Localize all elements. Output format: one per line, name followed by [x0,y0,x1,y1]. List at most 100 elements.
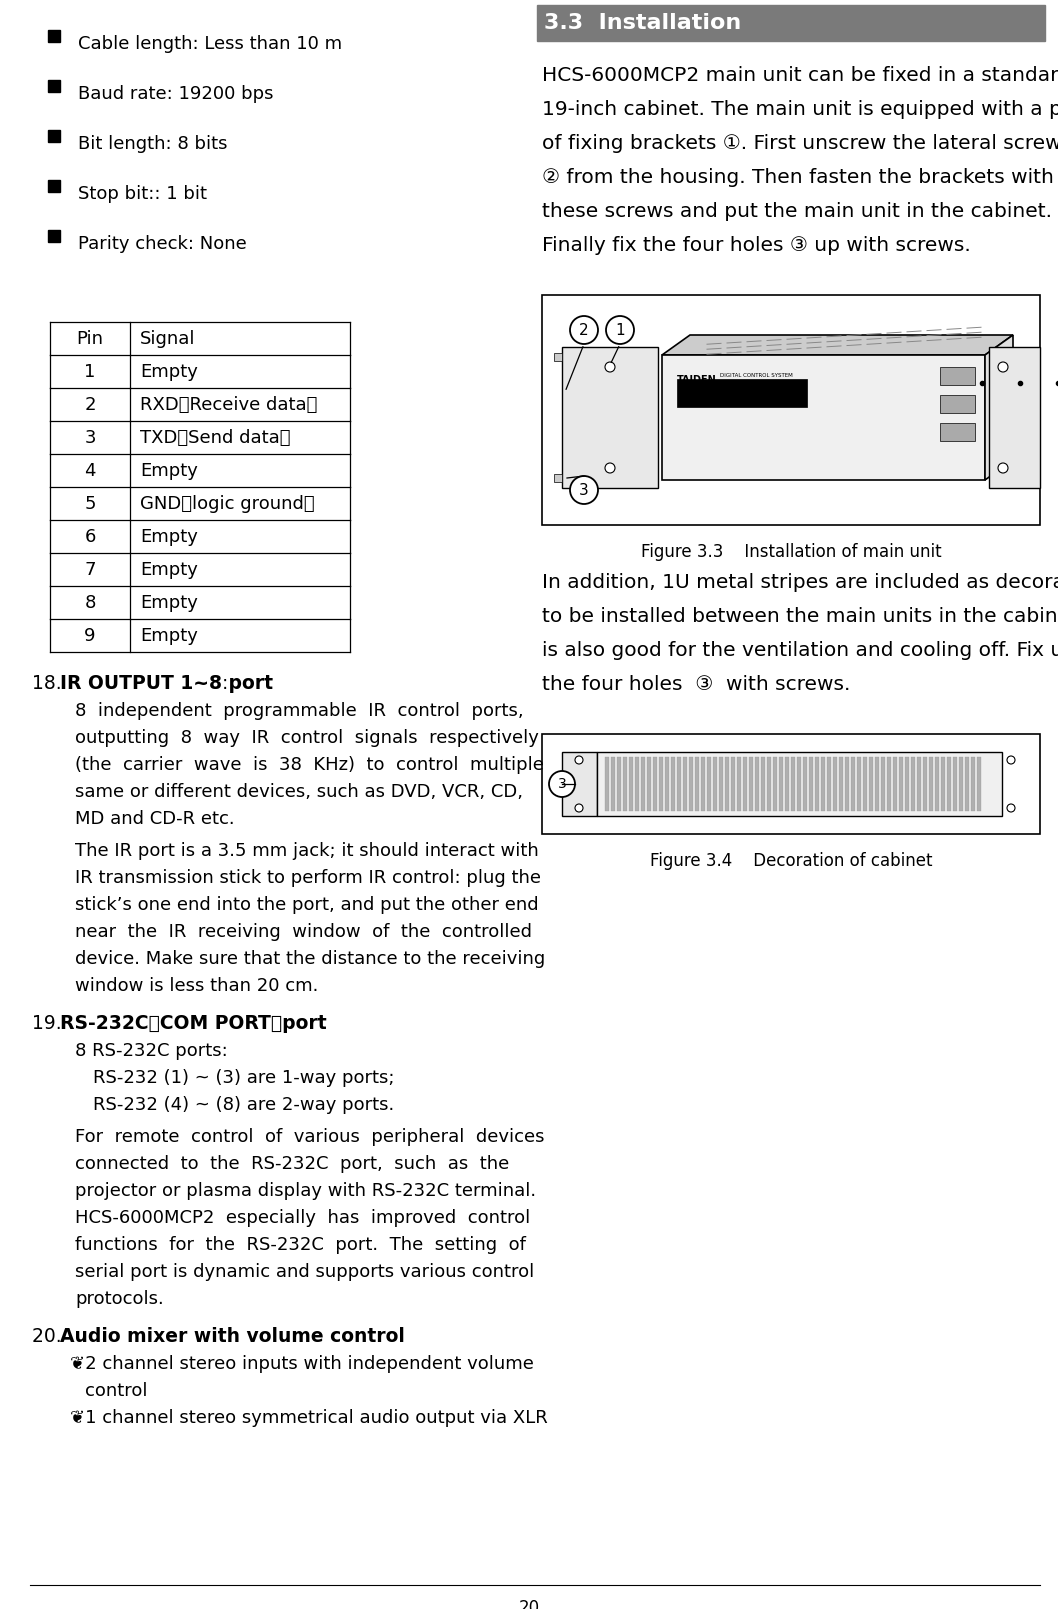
Text: For  remote  control  of  various  peripheral  devices: For remote control of various peripheral… [75,1128,545,1146]
Circle shape [570,315,598,344]
Bar [803,756,806,811]
Bar [707,756,711,811]
Bar [630,756,633,811]
Bar [713,756,716,811]
Bar [737,756,741,811]
Bar [785,756,788,811]
Bar [940,423,975,441]
Bar [821,756,824,811]
Text: Cable length: Less than 10 m: Cable length: Less than 10 m [78,35,342,53]
Text: 3.3  Installation: 3.3 Installation [544,13,742,34]
Bar [809,756,813,811]
Text: :: : [253,1014,259,1033]
Text: of fixing brackets ①. First unscrew the lateral screws: of fixing brackets ①. First unscrew the … [542,134,1058,153]
Circle shape [998,463,1008,473]
Bar [947,756,950,811]
Bar [881,756,884,811]
Bar [647,756,651,811]
Bar [743,756,747,811]
Text: 19-inch cabinet. The main unit is equipped with a pair: 19-inch cabinet. The main unit is equipp… [542,100,1058,119]
Bar [662,356,985,479]
Bar [48,230,60,241]
Text: 18.: 18. [32,674,68,693]
Bar [677,380,807,407]
Text: The IR port is a 3.5 mm jack; it should interact with: The IR port is a 3.5 mm jack; it should … [75,842,539,859]
Circle shape [605,362,615,372]
Text: 1: 1 [615,322,625,338]
Bar [893,756,896,811]
Text: HCS-6000MCP2  especially  has  improved  control: HCS-6000MCP2 especially has improved con… [75,1208,530,1228]
Bar [815,756,819,811]
Text: TAIDEN: TAIDEN [677,375,716,385]
Text: Empty: Empty [140,362,198,380]
Bar [48,80,60,92]
Circle shape [549,771,574,796]
Bar [797,756,801,811]
Bar [635,756,638,811]
Bar [965,756,968,811]
Text: Figure 3.4    Decoration of cabinet: Figure 3.4 Decoration of cabinet [650,853,932,870]
Text: 3: 3 [85,428,96,447]
Text: 6: 6 [85,528,95,545]
Circle shape [570,476,598,504]
Text: Figure 3.3    Installation of main unit: Figure 3.3 Installation of main unit [641,542,942,562]
Text: Signal: Signal [140,330,196,348]
Bar [857,756,860,811]
Bar [562,348,658,488]
Bar [911,756,914,811]
Bar [659,756,662,811]
Text: Audio mixer with volume control: Audio mixer with volume control [60,1327,405,1347]
Circle shape [605,463,615,473]
Text: 19.: 19. [32,1014,61,1033]
Text: connected  to  the  RS-232C  port,  such  as  the: connected to the RS-232C port, such as t… [75,1155,509,1173]
Text: 1: 1 [85,362,95,380]
Text: 2: 2 [85,396,96,414]
Text: control: control [85,1382,147,1400]
Bar [612,756,615,811]
Text: IR OUTPUT 1~8 port: IR OUTPUT 1~8 port [60,674,273,693]
Text: 3: 3 [579,483,589,497]
Text: outputting  8  way  IR  control  signals  respectively: outputting 8 way IR control signals resp… [75,729,539,747]
Text: window is less than 20 cm.: window is less than 20 cm. [75,977,318,994]
Bar [940,394,975,414]
Text: to be installed between the main units in the cabinet. It: to be installed between the main units i… [542,607,1058,626]
Text: stick’s one end into the port, and put the other end: stick’s one end into the port, and put t… [75,896,539,914]
Text: IR transmission stick to perform IR control: plug the: IR transmission stick to perform IR cont… [75,869,541,887]
Text: same or different devices, such as DVD, VCR, CD,: same or different devices, such as DVD, … [75,784,523,801]
Circle shape [1007,756,1015,764]
Bar [761,756,765,811]
Bar [537,5,1045,40]
Text: ② from the housing. Then fasten the brackets with: ② from the housing. Then fasten the brac… [542,167,1054,187]
Bar [719,756,723,811]
Text: Empty: Empty [140,528,198,545]
Text: 20: 20 [518,1599,540,1609]
Circle shape [998,362,1008,372]
Bar [905,756,909,811]
Bar [542,734,1040,833]
Circle shape [574,756,583,764]
Text: projector or plasma display with RS-232C terminal.: projector or plasma display with RS-232C… [75,1183,536,1200]
Bar [731,756,734,811]
Text: 5: 5 [85,494,96,513]
Text: Stop bit:: 1 bit: Stop bit:: 1 bit [78,185,207,203]
Text: protocols.: protocols. [75,1290,164,1308]
Bar [773,756,777,811]
Bar [929,756,932,811]
Text: serial port is dynamic and supports various control: serial port is dynamic and supports vari… [75,1263,534,1281]
Bar [48,31,60,42]
Bar [917,756,920,811]
Text: device. Make sure that the distance to the receiving: device. Make sure that the distance to t… [75,949,545,969]
Bar [791,756,795,811]
Bar [899,756,902,811]
Text: 8 RS-232C ports:: 8 RS-232C ports: [75,1043,227,1060]
Text: Baud rate: 19200 bps: Baud rate: 19200 bps [78,85,274,103]
Text: ❦1 channel stereo symmetrical audio output via XLR: ❦1 channel stereo symmetrical audio outp… [70,1409,548,1427]
Bar [989,348,1040,488]
Bar [597,751,1002,816]
Bar [863,756,867,811]
Bar [695,756,698,811]
Text: Empty: Empty [140,594,198,611]
Polygon shape [985,335,1013,479]
Bar [725,756,729,811]
Bar [665,756,669,811]
